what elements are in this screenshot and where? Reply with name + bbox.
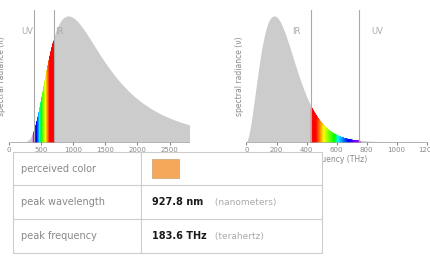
X-axis label: wavelength (nm): wavelength (nm): [66, 155, 131, 164]
Text: IR: IR: [55, 27, 63, 36]
Y-axis label: spectral radiance (ν): spectral radiance (ν): [234, 37, 243, 116]
Text: peak frequency: peak frequency: [21, 231, 97, 241]
Text: UV: UV: [22, 27, 33, 36]
X-axis label: frequency (THz): frequency (THz): [305, 155, 366, 164]
Text: (nanometers): (nanometers): [212, 198, 276, 207]
Text: IR: IR: [291, 27, 300, 36]
Text: (terahertz): (terahertz): [212, 232, 264, 241]
Text: perceived color: perceived color: [21, 163, 96, 174]
Y-axis label: spectral radiance (λ): spectral radiance (λ): [0, 37, 6, 116]
Text: 927.8 nm: 927.8 nm: [151, 197, 203, 207]
Text: UV: UV: [370, 27, 382, 36]
Text: 183.6 THz: 183.6 THz: [151, 231, 206, 241]
Bar: [13, 152, 322, 253]
Bar: [151, 159, 178, 178]
Text: peak wavelength: peak wavelength: [21, 197, 105, 207]
